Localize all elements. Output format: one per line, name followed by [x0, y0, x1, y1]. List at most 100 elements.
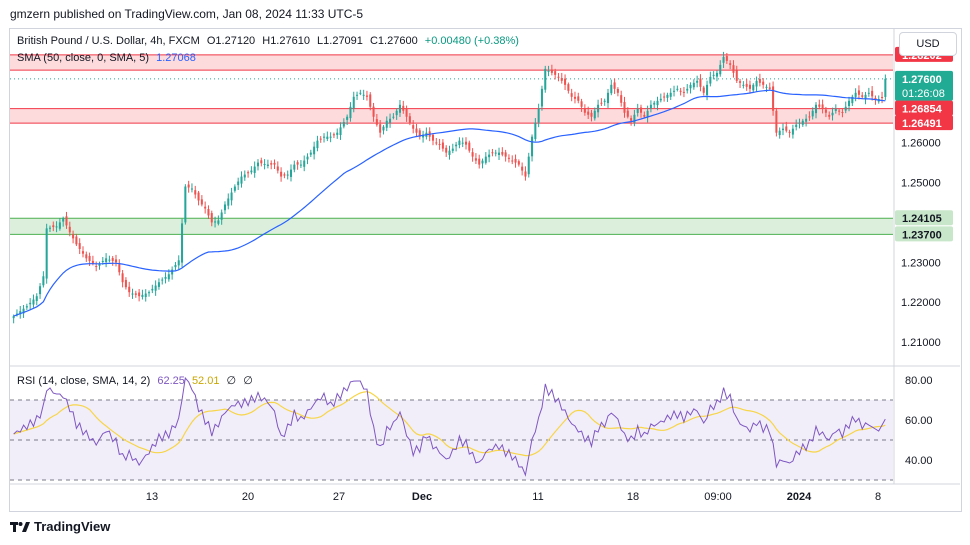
candle-body-230	[772, 86, 775, 111]
chart-frame	[9, 28, 962, 512]
candle-body-50	[177, 260, 180, 266]
candle-body-216	[725, 56, 728, 61]
candle-body-156	[527, 156, 530, 175]
candle-body-34	[124, 279, 127, 288]
zone-resistance-1	[10, 108, 893, 124]
ohlc-high: H1.27610	[262, 35, 310, 47]
candle-body-237	[795, 124, 798, 128]
candle-body-46	[164, 276, 167, 279]
candle-body-187	[630, 118, 633, 121]
candle-body-48	[171, 269, 174, 275]
candle-body-196	[659, 98, 662, 101]
candle-body-223	[748, 84, 751, 89]
candle-body-222	[745, 83, 748, 87]
price-label-3: 1.26491	[902, 118, 942, 130]
axes-layer: 1.21000 1.22000 1.23000 1.25000 1.26000 80.00…	[10, 29, 960, 503]
candle-body-149	[504, 152, 507, 157]
candle-body-114	[389, 118, 392, 123]
candle-body-81	[280, 171, 283, 177]
candle-body-176	[593, 110, 596, 119]
candle-body-94	[323, 136, 326, 138]
candle-body-27	[101, 260, 104, 262]
candle-body-121	[412, 125, 415, 129]
candle-body-100	[342, 122, 345, 127]
candle-body-35	[128, 286, 131, 293]
candle-body-67	[233, 186, 236, 191]
zones-layer	[10, 54, 893, 235]
candle-body-234	[785, 126, 788, 131]
candle-body-153	[517, 161, 520, 165]
candle-body-40	[144, 293, 147, 298]
candle-body-183	[616, 89, 619, 93]
price-label-countdown: 01:26:08	[902, 88, 945, 100]
sma-legend: SMA (50, close, 0, SMA, 5) 1.27068	[17, 52, 200, 64]
rsi-line	[13, 376, 886, 477]
candle-body-43	[154, 285, 157, 291]
candle-body-113	[385, 120, 388, 128]
candle-body-15	[62, 218, 65, 222]
candle-body-11	[48, 227, 51, 229]
candle-body-118	[402, 105, 405, 111]
candle-body-93	[319, 138, 322, 140]
candle-body-68	[237, 181, 240, 186]
candle-body-235	[788, 131, 791, 133]
price-label-4: 1.24105	[902, 213, 942, 225]
candle-body-170	[573, 96, 576, 99]
candle-body-57	[200, 199, 203, 205]
candle-body-219	[735, 70, 738, 81]
candle-body-10	[45, 228, 48, 279]
candle-body-138	[468, 142, 471, 151]
candle-body-134	[455, 144, 458, 147]
candle-body-18	[72, 234, 75, 239]
candle-body-17	[68, 226, 71, 233]
price-label-bg-1	[895, 70, 953, 101]
rsi-value: 62.25	[157, 375, 185, 387]
candle-body-76	[263, 163, 266, 165]
candle-body-130	[441, 142, 444, 149]
candle-body-175	[590, 112, 593, 117]
time-tick: 09:00	[704, 491, 732, 503]
candle-body-248	[831, 112, 834, 116]
candle-body-53	[187, 184, 190, 188]
candle-body-181	[610, 84, 613, 94]
candle-body-263	[881, 96, 884, 98]
candle-body-252	[844, 106, 847, 111]
candle-body-73	[253, 166, 256, 173]
candle-body-213	[715, 72, 718, 77]
candle-body-82	[283, 174, 286, 176]
price-tick: 1.25000	[901, 178, 941, 190]
candle-body-122	[415, 128, 418, 133]
candle-body-89	[306, 156, 309, 160]
candle-body-19	[75, 236, 78, 245]
candle-body-163	[550, 69, 553, 73]
candle-body-101	[346, 116, 349, 120]
candle-body-189	[636, 108, 639, 113]
candle-body-45	[161, 279, 164, 281]
candle-body-143	[484, 156, 487, 163]
candle-body-257	[861, 95, 864, 97]
candle-body-159	[537, 108, 540, 123]
candle-body-195	[656, 100, 659, 106]
candle-body-204	[686, 88, 689, 91]
candle-body-198	[666, 94, 669, 98]
price-label-bg-5	[895, 226, 953, 242]
candle-body-59	[207, 209, 210, 216]
candle-body-169	[570, 93, 573, 97]
candle-body-77	[266, 164, 269, 167]
candle-body-104	[356, 94, 359, 96]
candle-body-9	[42, 276, 45, 286]
candle-body-165	[557, 76, 560, 78]
currency-button[interactable]: USD	[899, 32, 957, 56]
candle-body-78	[270, 163, 273, 165]
candle-body-107	[365, 95, 368, 97]
candle-body-99	[339, 127, 342, 136]
candle-body-194	[653, 102, 656, 105]
candle-body-47	[167, 274, 170, 280]
candle-body-236	[791, 128, 794, 135]
candle-body-225	[755, 80, 758, 87]
candle-body-218	[732, 65, 735, 73]
price-tick: 1.23000	[901, 257, 941, 269]
candle-body-127	[431, 134, 435, 141]
candle-body-106	[362, 94, 365, 96]
